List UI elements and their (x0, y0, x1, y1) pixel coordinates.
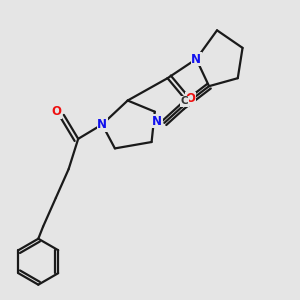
Text: N: N (191, 52, 201, 65)
Text: O: O (52, 105, 62, 118)
Text: N: N (152, 115, 162, 128)
Text: C: C (181, 96, 188, 106)
Text: O: O (185, 92, 196, 105)
Text: N: N (97, 118, 107, 131)
